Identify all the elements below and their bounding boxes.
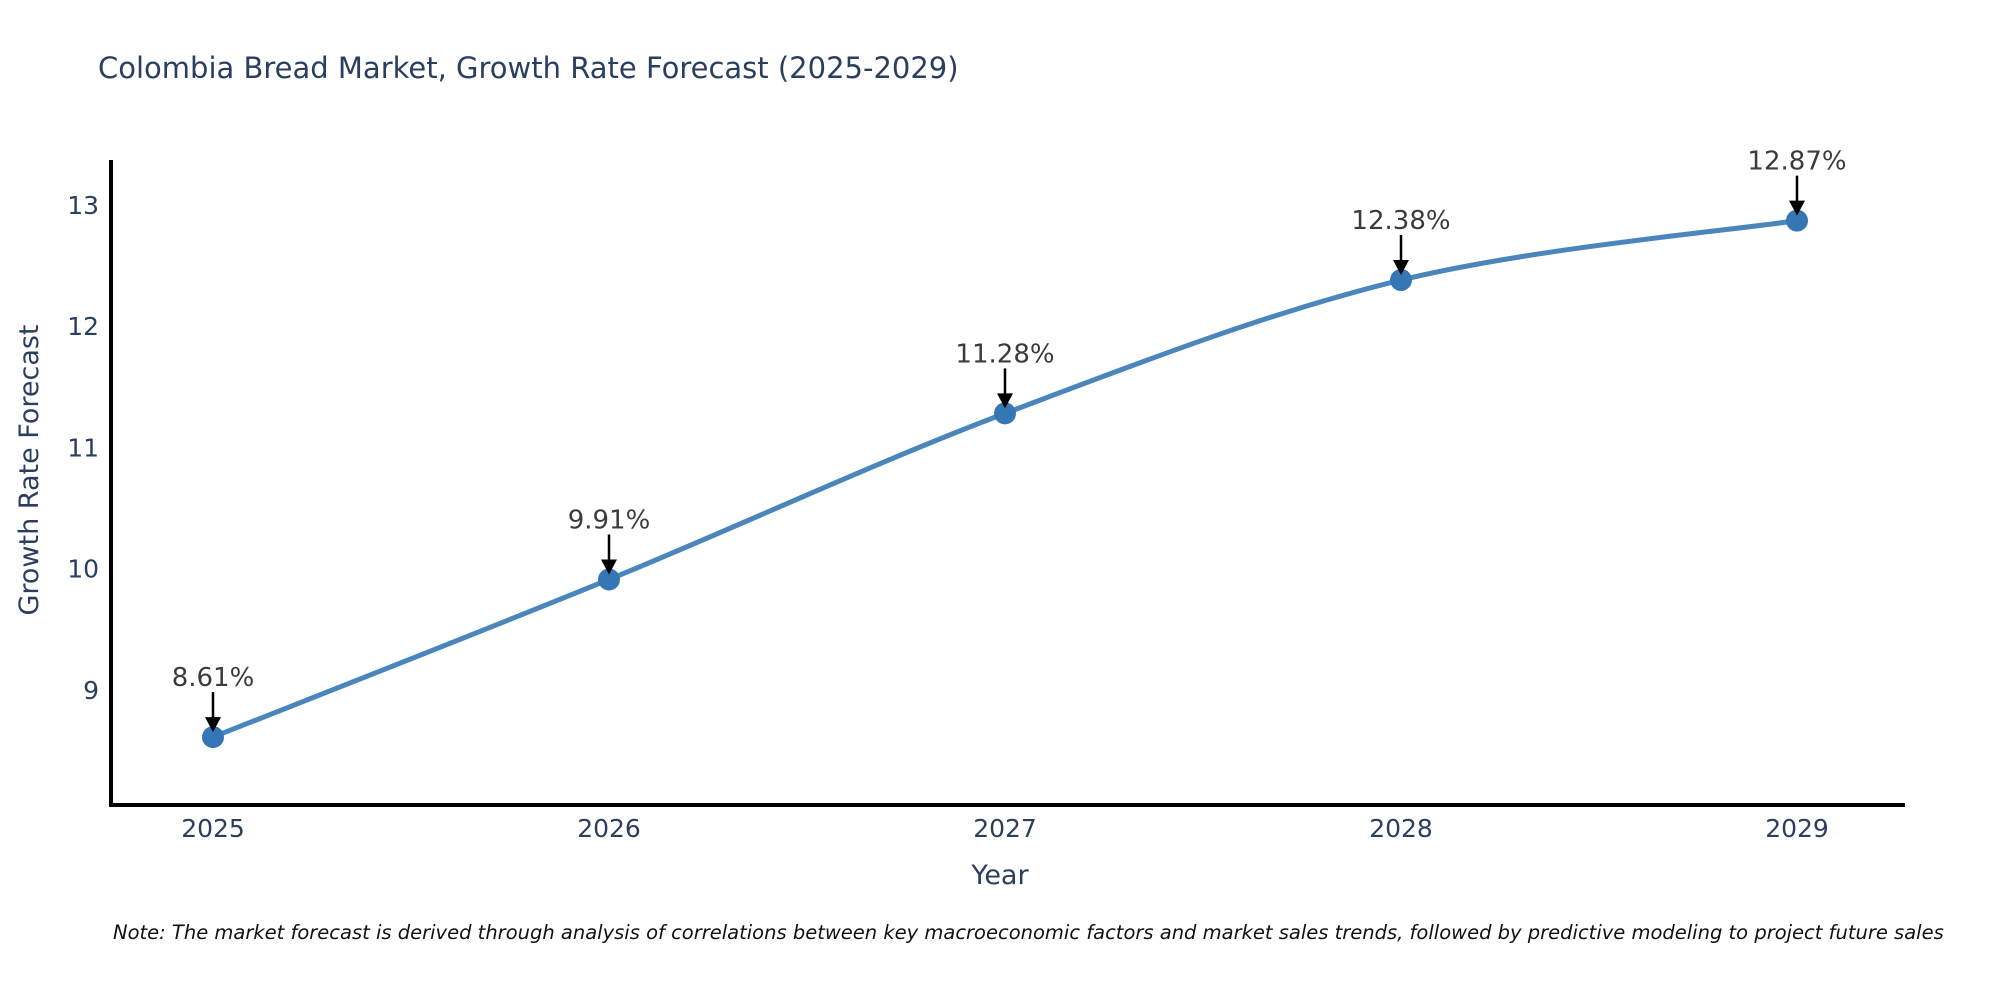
x-tick-label: 2026 (577, 814, 641, 843)
data-point-label: 9.91% (568, 505, 651, 535)
x-tick-label: 2029 (1765, 814, 1829, 843)
y-tick-label: 11 (67, 433, 99, 462)
x-tick-label: 2025 (181, 814, 245, 843)
plot-area: 9 10 11 12 13 2025 2026 2027 2028 2029 8.61% 9.91% 1… (67, 147, 1846, 843)
x-tick-label: 2027 (973, 814, 1037, 843)
annotation-arrow-head (601, 559, 617, 575)
data-point-label: 12.38% (1351, 206, 1450, 236)
annotation-arrow-head (205, 717, 221, 733)
data-point-label: 12.87% (1747, 147, 1846, 177)
x-axis-title: Year (970, 860, 1029, 891)
data-point (202, 726, 224, 749)
data-point (1786, 209, 1808, 232)
data-point (1390, 269, 1412, 292)
data-point (994, 402, 1016, 425)
data-point-label: 11.28% (955, 339, 1054, 369)
annotation-arrow-head (1393, 260, 1409, 276)
data-point-label: 8.61% (172, 663, 255, 693)
footnote: Note: The market forecast is derived thr… (113, 921, 1944, 944)
y-tick-label: 13 (67, 191, 99, 220)
chart-title: Colombia Bread Market, Growth Rate Forec… (98, 51, 959, 85)
data-point (598, 568, 620, 591)
series-line (210, 218, 1800, 740)
y-tick-label: 9 (83, 676, 99, 705)
x-tick-label: 2028 (1369, 814, 1433, 843)
annotation-arrow-head (1789, 200, 1805, 216)
annotation-arrow-head (997, 393, 1013, 409)
y-tick-label: 12 (67, 312, 99, 341)
y-axis-title: Growth Rate Forecast (14, 324, 45, 615)
y-tick-label: 10 (67, 555, 99, 584)
